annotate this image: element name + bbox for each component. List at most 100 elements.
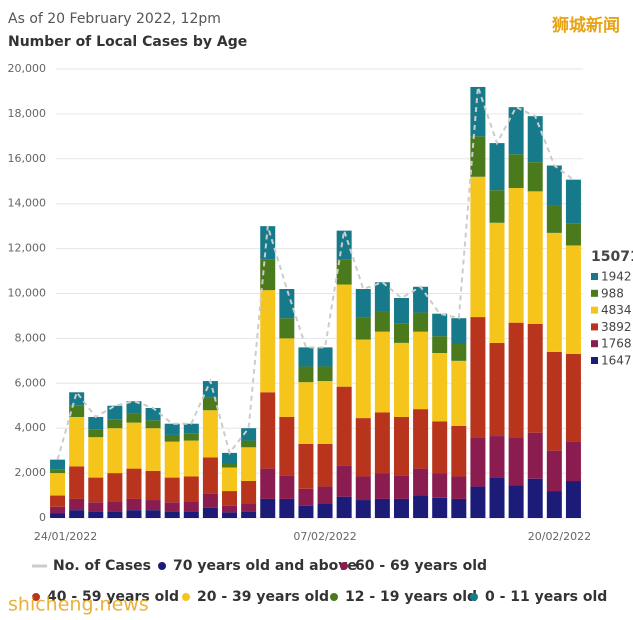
bar-segment — [69, 466, 85, 499]
bar-segment — [279, 338, 295, 417]
y-tick-label: 18,000 — [8, 107, 47, 120]
bar-segment — [374, 412, 390, 474]
bar-segment — [202, 381, 218, 398]
chart-title: Number of Local Cases by Age — [8, 34, 247, 50]
bar-segment — [279, 318, 295, 339]
bar-segment — [470, 317, 486, 438]
bar-segment — [50, 459, 66, 470]
label-swatch — [591, 323, 598, 331]
bar-segment — [145, 470, 161, 501]
bar-segment — [355, 289, 371, 318]
bar-segment — [145, 500, 161, 511]
bar-segment — [260, 498, 276, 518]
bar-segment — [432, 497, 448, 518]
bar-segment — [202, 493, 218, 508]
bar-segment — [470, 486, 486, 518]
bar-segment — [164, 511, 180, 518]
bar-segment — [546, 491, 562, 518]
bar-segment — [145, 420, 161, 429]
bar-segment — [508, 485, 524, 518]
bar-segment — [107, 428, 123, 474]
bar-segment — [241, 447, 257, 481]
y-tick-label: 16,000 — [8, 152, 47, 165]
bar-segment — [107, 473, 123, 502]
bar-segment — [107, 511, 123, 518]
bar-segment — [546, 450, 562, 492]
bar-segment — [355, 317, 371, 340]
bar-segment — [88, 477, 104, 503]
bar-segment — [508, 187, 524, 323]
legend-swatch — [182, 593, 190, 601]
bar-segment — [317, 443, 333, 487]
bar-segment — [393, 416, 409, 476]
value-label: 1942 — [601, 270, 632, 284]
bar-segment — [164, 423, 180, 435]
bar-segment — [374, 473, 390, 499]
bar-segment — [69, 498, 85, 511]
bar-segment — [241, 503, 257, 512]
bar-segment — [183, 440, 199, 477]
bar-segment — [393, 323, 409, 343]
bar-segment — [336, 284, 352, 387]
bar-segment — [69, 405, 85, 417]
legend-label: 40 - 59 years old — [47, 589, 179, 605]
bar-segment — [69, 510, 85, 518]
bar-segment — [222, 462, 238, 468]
value-label: 988 — [601, 286, 624, 300]
bar-segment — [202, 457, 218, 494]
legend-swatch — [330, 593, 338, 601]
bar-segment — [279, 475, 295, 499]
x-tick-label: 24/01/2022 — [34, 530, 97, 543]
bar-segment — [355, 500, 371, 518]
bar-segment — [260, 226, 276, 260]
y-tick-label: 0 — [39, 511, 46, 524]
bar-segment — [393, 475, 409, 499]
bar-segment — [126, 422, 142, 469]
bar-segment — [50, 473, 66, 496]
label-swatch — [591, 306, 598, 314]
bar-segment — [508, 437, 524, 486]
y-tick-label: 4,000 — [15, 421, 47, 434]
bar-segment — [336, 496, 352, 518]
label-swatch — [591, 357, 598, 364]
bar-segment — [164, 502, 180, 512]
value-label: 1647 — [601, 354, 632, 368]
bar-segment — [145, 510, 161, 518]
bar-segment — [126, 468, 142, 499]
watermark: 狮城新闻 — [551, 15, 620, 36]
y-tick-label: 14,000 — [8, 197, 47, 210]
bar-segment — [279, 498, 295, 518]
bar-segment — [241, 440, 257, 448]
x-tick-label: 07/02/2022 — [293, 530, 356, 543]
bar-segment — [222, 467, 238, 492]
bar-segment — [374, 498, 390, 518]
bar-segment — [432, 352, 448, 422]
bar-segment — [107, 501, 123, 512]
bar-segment — [88, 502, 104, 512]
bar-segment — [546, 351, 562, 451]
legend-swatch — [158, 562, 166, 570]
bar-segment — [413, 286, 429, 313]
bar-segment — [374, 282, 390, 312]
bar-segment — [527, 478, 543, 518]
bar-segment — [489, 190, 505, 223]
bar-segment — [527, 432, 543, 479]
bar-segment — [222, 452, 238, 463]
bar-segment — [50, 513, 66, 518]
bar-segment — [183, 423, 199, 434]
bar-segment — [355, 339, 371, 419]
bar-segment — [279, 289, 295, 319]
value-label: 3892 — [601, 320, 632, 334]
bar-segment — [88, 437, 104, 478]
y-tick-label: 8,000 — [15, 331, 47, 344]
bar-segment — [336, 386, 352, 466]
bar-segment — [317, 381, 333, 444]
bar-segment — [317, 486, 333, 504]
bar-segment — [413, 312, 429, 332]
legend-label: 70 years old and above — [173, 558, 357, 574]
bar-segment — [432, 421, 448, 474]
bar-segment — [260, 468, 276, 499]
x-tick-label: 20/02/2022 — [528, 530, 591, 543]
